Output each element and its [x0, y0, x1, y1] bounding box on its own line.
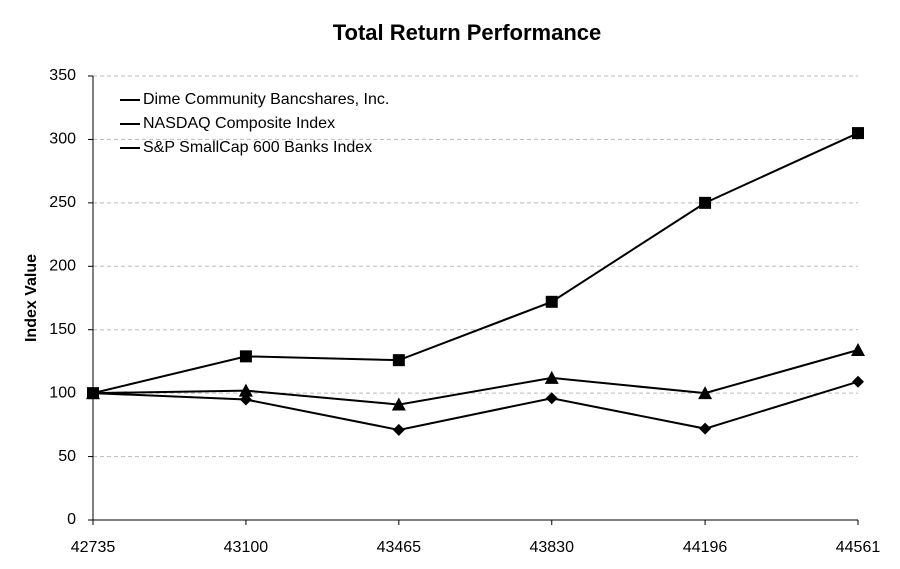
marker: [545, 295, 558, 308]
y-tick-label: 150: [49, 321, 76, 338]
y-tick-label: 50: [58, 448, 76, 465]
marker: [238, 383, 253, 397]
x-tick-label: 43100: [224, 539, 269, 556]
chart-title: Total Return Performance: [333, 20, 602, 45]
marker: [239, 350, 252, 363]
series-line: [92, 132, 859, 395]
marker: [852, 127, 864, 140]
marker: [544, 370, 559, 384]
marker: [851, 343, 865, 357]
marker: [392, 423, 405, 436]
x-tick-label: 43830: [529, 539, 574, 556]
legend-label: Dime Community Bancshares, Inc.: [143, 91, 389, 108]
marker: [699, 422, 712, 435]
legend-label: NASDAQ Composite Index: [143, 115, 335, 132]
x-tick-label: 44561: [836, 539, 881, 556]
series-line: [92, 349, 859, 406]
x-tick-label: 42735: [71, 539, 116, 556]
marker: [698, 386, 713, 400]
marker: [852, 375, 864, 388]
marker: [545, 392, 558, 405]
y-axis-label: Index Value: [23, 254, 40, 342]
marker: [699, 196, 712, 209]
y-tick-label: 350: [49, 67, 76, 84]
y-tick-label: 100: [49, 384, 76, 401]
marker: [391, 397, 406, 411]
y-tick-label: 200: [49, 258, 76, 275]
series-line: [92, 380, 859, 431]
x-tick-label: 43465: [377, 539, 422, 556]
y-tick-label: 250: [49, 194, 76, 211]
x-tick-label: 44196: [683, 539, 728, 556]
y-tick-label: 0: [67, 511, 76, 528]
y-tick-label: 300: [49, 131, 76, 148]
marker: [392, 354, 405, 367]
legend-label: S&P SmallCap 600 Banks Index: [143, 139, 372, 156]
marker: [86, 386, 100, 400]
